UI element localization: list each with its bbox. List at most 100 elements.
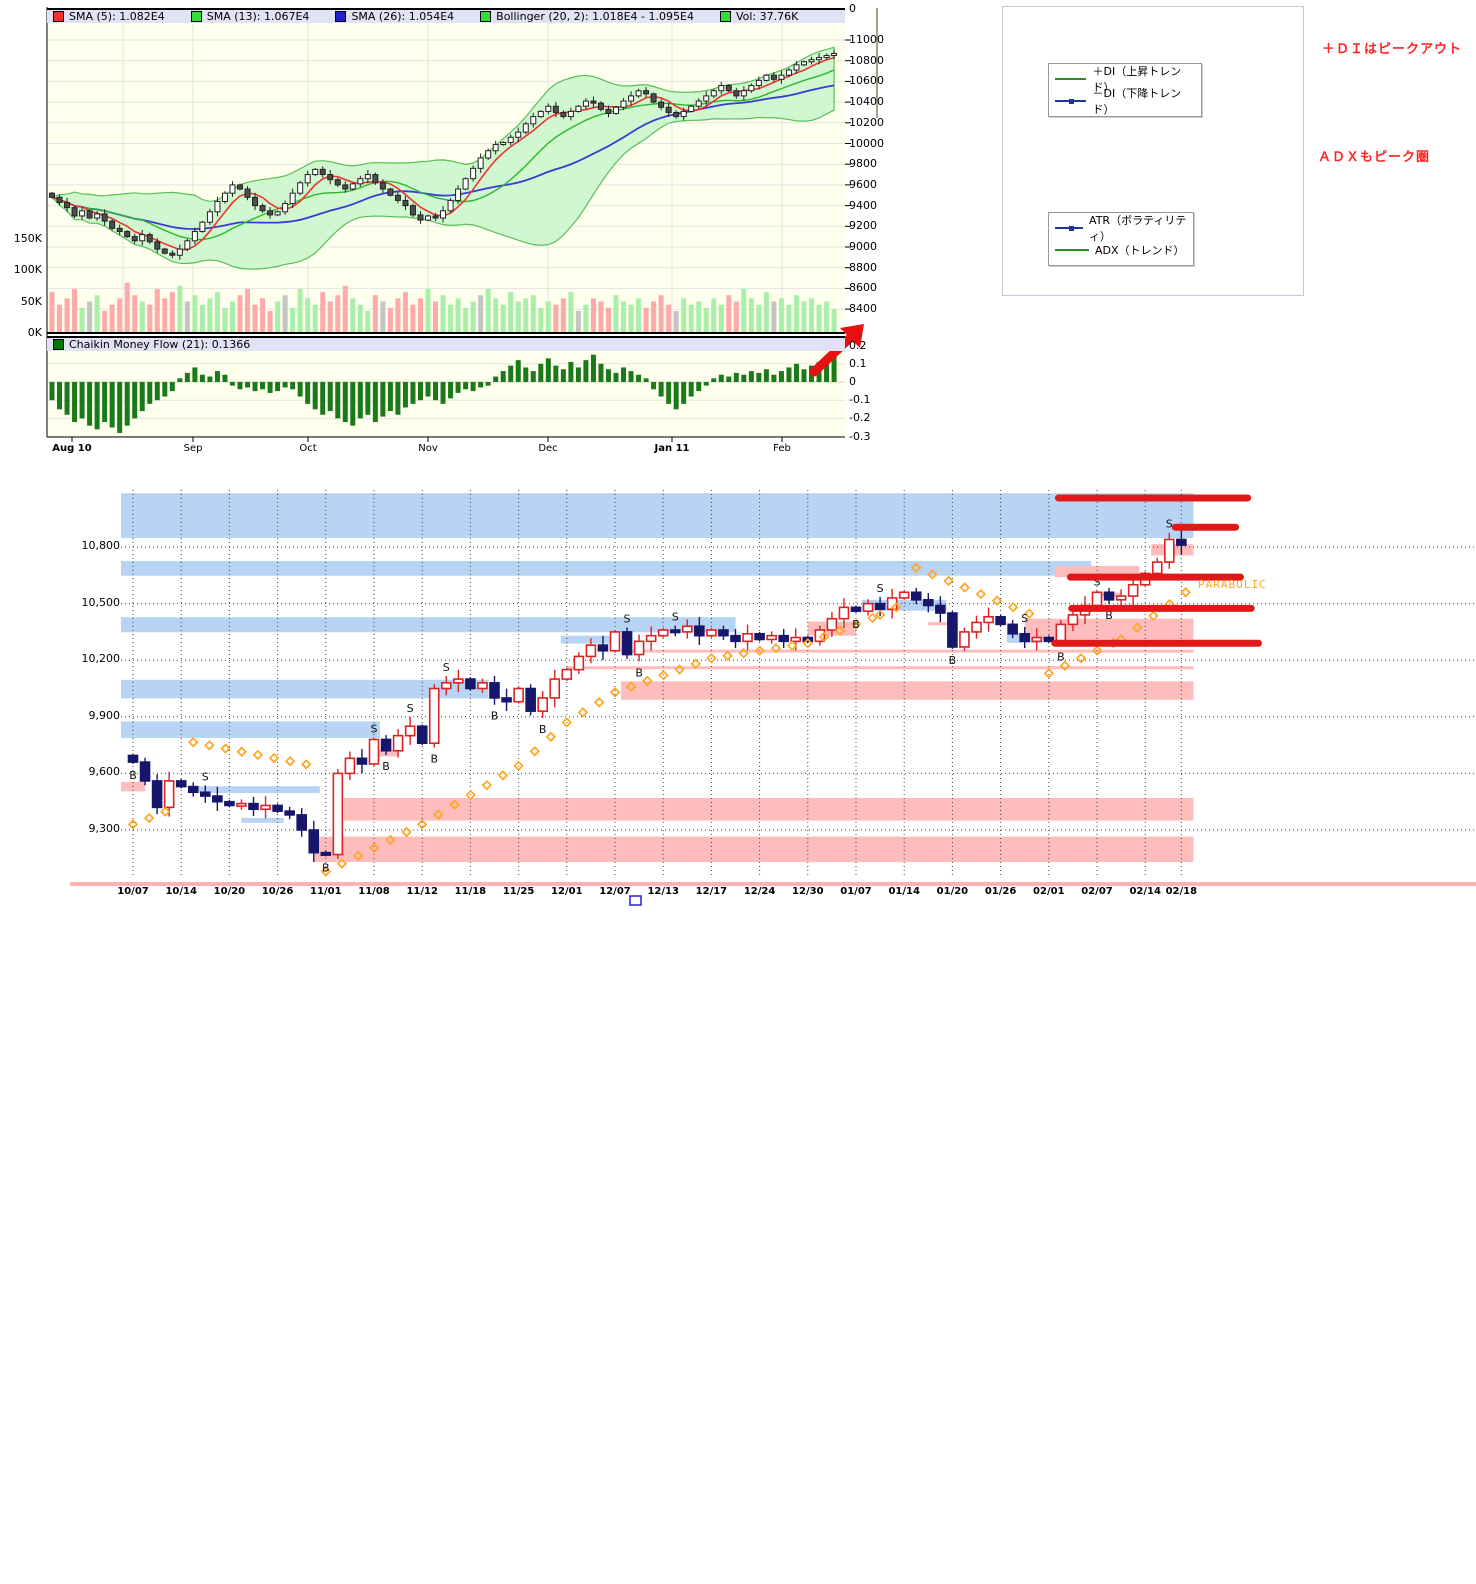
price-axis-label: 9600: [849, 177, 877, 191]
svg-text:S: S: [371, 723, 378, 736]
middle-x-axis-label: 10/20: [213, 886, 246, 897]
legend-swatch-icon: [190, 11, 202, 22]
price-axis-label: 0: [849, 2, 856, 15]
legend-swatch-icon: [335, 11, 347, 22]
parabolic-label: PARABOLIC: [1198, 578, 1267, 591]
top-legend-item: Bollinger (20, 2): 1.018E4 - 1.095E4: [480, 10, 694, 23]
month-axis-label: Dec: [538, 443, 558, 454]
middle-y-axis-label: 9,600: [88, 765, 121, 779]
middle-grid: [121, 490, 1476, 878]
atr-adx-chart-legend: ATR（ボラティリティ） ADX（トレンド）: [1048, 212, 1194, 266]
middle-x-axis-label: 11/01: [310, 886, 342, 897]
top-chart-legend-bar: SMA (5): 1.082E4 SMA (13): 1.067E4 SMA (26…: [47, 8, 845, 23]
legend-label: Bollinger (20, 2): 1.018E4 - 1.095E4: [496, 10, 694, 23]
middle-x-axis-label: 12/24: [743, 886, 776, 897]
trade-markers: B S B S B S B S B B S B S B S B S B S B S: [129, 518, 1173, 875]
svg-text:B: B: [539, 723, 547, 736]
middle-x-axis-label: 10/26: [261, 886, 294, 897]
price-axis-label: 9000: [849, 240, 877, 253]
svg-text:S: S: [624, 613, 631, 626]
price-axis-label: 8600: [849, 281, 877, 295]
legend-swatch-icon: [480, 11, 492, 22]
middle-x-axis-label: 02/18: [1165, 886, 1198, 897]
volume-bars: [49, 282, 837, 333]
price-axis-label: 10400: [849, 95, 884, 109]
middle-y-axis-label: 10,800: [81, 539, 121, 552]
top-chart: [47, 0, 845, 437]
volume-axis-label: 100K: [13, 263, 42, 276]
middle-x-axis-label: 10/14: [165, 886, 197, 897]
price-axis-label: 11000: [849, 33, 884, 46]
svg-text:S: S: [1166, 518, 1173, 531]
month-axis-label: Aug 10: [52, 443, 92, 454]
legend-swatch-icon: [53, 11, 64, 22]
svg-text:B: B: [949, 654, 957, 667]
volume-axis-label: 150K: [13, 231, 42, 245]
svg-text:B: B: [382, 760, 390, 773]
di-chart-legend: ＋DI（上昇トレンド） －DI（下降トレンド）: [1048, 63, 1202, 117]
legend-label: ATR（ボラティリティ）: [1089, 214, 1187, 243]
mini-legend-row: ATR（ボラティリティ）: [1055, 214, 1187, 243]
svg-text:B: B: [322, 861, 330, 874]
top-legend-item: SMA (13): 1.067E4: [190, 10, 309, 23]
month-axis-label: Nov: [418, 443, 438, 454]
month-axis-label: Jan 11: [654, 443, 690, 454]
middle-x-axis-label: 11/12: [406, 886, 438, 897]
price-axis-label: 10200: [849, 115, 884, 129]
legend-line-sample-icon: [1055, 226, 1084, 231]
support-zones: [120, 544, 1194, 863]
svg-text:B: B: [430, 753, 438, 766]
bollinger-band: [50, 46, 835, 270]
svg-text:S: S: [407, 702, 414, 715]
month-axis-label: Feb: [773, 443, 791, 454]
legend-swatch-icon: [719, 11, 731, 22]
price-axis-label: 8400: [849, 302, 877, 316]
svg-text:S: S: [672, 611, 679, 624]
svg-text:B: B: [129, 769, 137, 782]
adx-peak-annotation: ＡＤＸもピーク圏: [1318, 150, 1431, 165]
chaikin-axis-label: -0.2: [849, 411, 871, 425]
middle-x-axis-label: 01/26: [984, 886, 1017, 897]
legend-line-sample-icon: [1055, 99, 1087, 104]
middle-x-axis-label: 02/01: [1033, 886, 1065, 897]
svg-text:B: B: [1105, 609, 1113, 622]
middle-x-axis-label: 12/07: [599, 886, 631, 897]
middle-x-axis-label: 12/13: [647, 886, 679, 897]
svg-text:B: B: [491, 710, 499, 723]
legend-label: －DI（下降トレンド）: [1092, 87, 1182, 116]
top-legend-item: Vol: 37.76K: [719, 10, 798, 23]
top-legend-item: SMA (26): 1.054E4: [335, 10, 454, 23]
price-axis-label: 9200: [849, 219, 877, 233]
svg-text:B: B: [852, 618, 860, 631]
middle-y-axis-label: 9,300: [88, 822, 121, 835]
middle-x-axis-label: 02/07: [1081, 886, 1113, 897]
middle-x-axis-label: 11/08: [358, 886, 390, 897]
di-peakout-annotation: ＋ＤＩはピークアウト: [1322, 42, 1463, 57]
sma13-line: [51, 69, 835, 241]
chaikin-axis-label: -0.3: [849, 429, 871, 443]
middle-x-axis-label: 11/18: [454, 886, 487, 897]
chaikin-axis-label: 0.1: [849, 356, 867, 370]
chaikin-legend-label: Chaikin Money Flow (21): 0.1366: [69, 338, 251, 351]
month-axis-label: Sep: [183, 443, 203, 454]
legend-line-sample-icon: [1055, 78, 1087, 80]
middle-x-axis-label: 01/07: [840, 886, 872, 897]
month-axis-label: Oct: [299, 443, 317, 454]
svg-text:S: S: [1021, 612, 1028, 625]
middle-x-axis-label: 01/14: [888, 886, 920, 897]
legend-label: SMA (26): 1.054E4: [351, 10, 455, 23]
price-axis-label: 8800: [849, 260, 877, 274]
chaikin-legend-swatch: [53, 339, 64, 350]
svg-text:S: S: [1094, 575, 1101, 588]
middle-x-axis-label: 12/17: [695, 886, 728, 897]
middle-x-axis-label: 12/01: [551, 886, 583, 897]
mini-legend-row: ＋DI（上昇トレンド）: [1055, 65, 1195, 94]
middle-candles: [127, 530, 1187, 862]
middle-y-axis-label: 10,200: [81, 652, 121, 666]
chaikin-axis-label: 0.2: [849, 338, 867, 352]
price-axis-label: 9800: [849, 157, 877, 171]
resistance-zones: [120, 493, 1194, 823]
top-legend-item: SMA (5): 1.082E4: [53, 10, 165, 23]
svg-text:S: S: [202, 770, 209, 783]
